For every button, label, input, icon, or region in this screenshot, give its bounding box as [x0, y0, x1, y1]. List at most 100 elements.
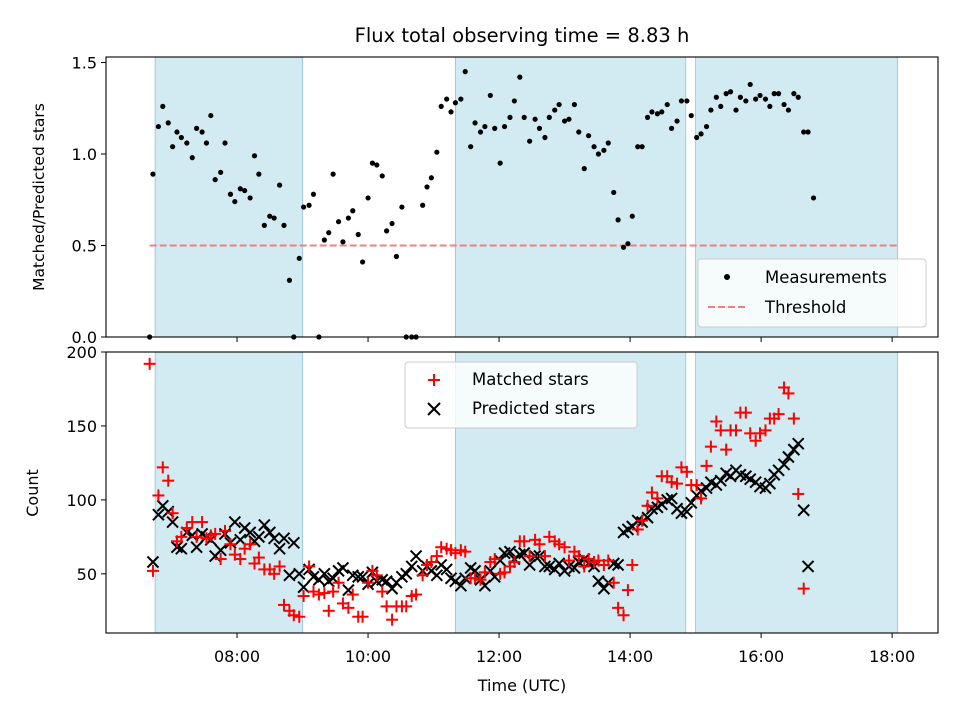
measurement-point	[733, 107, 739, 113]
measurement-point	[340, 239, 346, 245]
measurement-point	[194, 125, 200, 131]
top-x-ticks	[236, 337, 893, 342]
matched-star-point	[498, 566, 511, 579]
measurement-point	[586, 133, 592, 139]
measurement-point	[532, 116, 538, 122]
bottom-panel: 50 100 150 200 08:00 10:00 12:00 14:00 16:00 18:…	[23, 343, 939, 695]
matched-star-point	[449, 547, 462, 560]
x-tick-label: 12:00	[476, 647, 522, 666]
measurement-point	[556, 101, 562, 108]
measurement-point	[511, 98, 517, 104]
measurement-point	[576, 129, 582, 135]
legend-measurements-marker	[724, 274, 730, 280]
y-tick-label: 200	[66, 343, 97, 362]
matched-star-point	[156, 461, 169, 474]
shaded-interval	[695, 351, 899, 634]
matched-star-point	[234, 553, 247, 566]
measurement-point	[664, 101, 670, 108]
matched-star-point	[219, 524, 232, 537]
measurement-point	[698, 131, 704, 137]
matched-star-point	[690, 479, 703, 492]
matched-star-point	[356, 610, 369, 623]
measurement-point	[805, 129, 811, 135]
measurement-point	[256, 171, 262, 177]
predicted-star-point	[548, 563, 561, 576]
measurement-point	[434, 149, 440, 155]
predicted-star-point	[665, 492, 678, 505]
measurement-point	[718, 103, 724, 110]
matched-star-point	[190, 530, 203, 543]
matched-star-point	[180, 521, 193, 534]
predicted-star-point	[228, 515, 242, 529]
matched-star-point	[362, 576, 375, 589]
matched-star-point	[166, 507, 179, 520]
predicted-star-point	[680, 505, 694, 518]
predicted-star-point	[400, 567, 413, 581]
measurement-point	[781, 101, 787, 108]
measurement-point	[757, 92, 763, 99]
measurement-point	[165, 120, 171, 126]
measurement-point	[428, 175, 434, 181]
measurement-point	[374, 162, 380, 168]
measurement-point	[218, 169, 224, 175]
measurement-point	[566, 116, 572, 122]
top-axes-frame	[105, 56, 939, 338]
matched-star-point	[175, 530, 188, 543]
measurement-point	[552, 107, 558, 113]
top-y-ticks: 0.0 0.5 1.0 1.5	[72, 53, 106, 347]
predicted-star-point	[792, 437, 805, 450]
measurement-point	[420, 202, 426, 208]
measurement-point	[762, 96, 769, 102]
matched-star-point	[607, 576, 620, 589]
measurement-point	[678, 98, 685, 104]
matched-star-point	[459, 545, 472, 558]
measurement-point	[482, 123, 488, 130]
bottom-x-ticks: 08:00 10:00 12:00 14:00 16:00 18:00	[214, 633, 915, 666]
predicted-star-point	[493, 554, 507, 567]
matched-star-point	[754, 427, 767, 440]
measurement-point	[384, 228, 390, 234]
matched-star-point	[710, 415, 723, 428]
matched-star-point	[277, 598, 290, 611]
top-measurement-points	[147, 69, 817, 340]
matched-star-point	[342, 601, 355, 614]
measurement-point	[791, 91, 797, 97]
measurement-point	[237, 186, 243, 192]
top-panel: 0.0 0.5 1.0 1.5 Matched/Predicted stars Mea…	[30, 53, 939, 347]
matched-star-point	[416, 569, 429, 582]
measurement-point	[767, 103, 773, 110]
measurement-point	[389, 220, 395, 227]
y-tick-label: 1.0	[72, 145, 97, 164]
measurement-point	[267, 213, 273, 219]
matched-star-point	[400, 600, 413, 613]
predicted-star-point	[523, 558, 536, 572]
matched-star-point	[307, 585, 320, 598]
measurement-point	[492, 125, 498, 131]
predicted-star-point	[214, 543, 227, 557]
matched-star-point	[293, 610, 306, 623]
matched-star-point	[488, 553, 501, 566]
matched-star-point	[617, 609, 630, 622]
x-tick-label: 16:00	[738, 647, 784, 666]
measurement-point	[723, 91, 729, 97]
measurement-point	[355, 231, 361, 238]
predicted-star-point	[763, 477, 777, 490]
measurement-point	[189, 155, 195, 161]
matched-star-point	[641, 499, 654, 512]
measurement-point	[350, 208, 356, 214]
measurement-point	[521, 114, 527, 120]
measurement-point	[286, 277, 293, 283]
measurement-point	[335, 219, 342, 225]
predicted-star-point	[352, 570, 365, 584]
matched-star-point	[680, 465, 693, 478]
matched-star-point	[562, 554, 575, 567]
matched-star-point	[626, 558, 639, 571]
predicted-star-point	[484, 564, 497, 578]
measurement-point	[448, 109, 454, 115]
matched-star-point	[665, 476, 678, 489]
measurement-point	[472, 120, 478, 126]
predicted-star-point	[782, 450, 795, 464]
matched-star-point	[671, 477, 684, 490]
y-tick-label: 0.0	[72, 328, 97, 347]
measurement-point	[203, 140, 210, 146]
